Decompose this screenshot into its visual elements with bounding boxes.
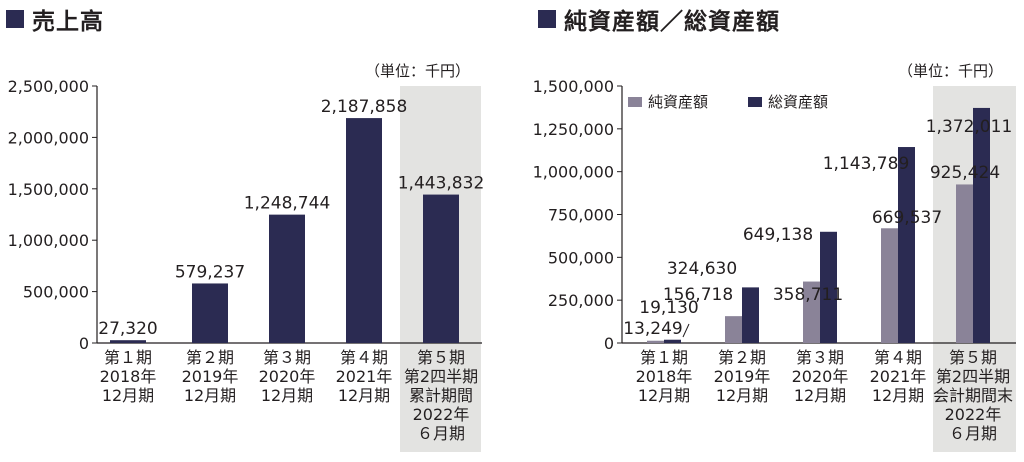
category-label: 12月期 [102, 386, 154, 405]
legend-swatch [628, 97, 642, 107]
y-tick-label: 500,000 [548, 248, 614, 267]
unit-label: （単位：千円） [898, 62, 1003, 80]
net-assets-bar [725, 316, 742, 343]
data-label-net: 358,711 [773, 285, 843, 305]
legend-label: 総資産額 [768, 93, 828, 111]
y-tick-label: 1,500,000 [8, 180, 89, 199]
sales-bar [346, 118, 382, 343]
category-label: 2021年 [870, 367, 927, 386]
total-assets-bar [820, 231, 837, 343]
y-tick-label: 1,250,000 [533, 120, 614, 139]
category-label: 第４期 [874, 348, 922, 367]
data-label: 579,237 [175, 262, 245, 282]
category-label: 第５期 [949, 348, 997, 367]
category-label: 第2四半期 [404, 367, 478, 386]
y-tick-label: 750,000 [548, 206, 614, 225]
data-label-net: 925,424 [930, 163, 1000, 183]
unit-label: （単位：千円） [365, 62, 470, 80]
category-label: 2022年 [413, 405, 470, 424]
category-label: 第１期 [640, 348, 688, 367]
data-label-total: 1,372,011 [926, 117, 1013, 137]
category-label: 第３期 [263, 348, 311, 367]
data-label-net: 669,537 [872, 208, 942, 228]
sales-bar [269, 214, 305, 343]
sales-bar [192, 283, 228, 343]
category-label: 2019年 [182, 367, 239, 386]
legend-label: 純資産額 [648, 93, 708, 111]
data-label-total: 649,138 [743, 225, 813, 245]
category-label: 第２期 [186, 348, 234, 367]
category-label: ６月期 [949, 424, 997, 443]
y-tick-label: 0 [604, 334, 614, 353]
y-tick-label: 250,000 [548, 291, 614, 310]
category-label: 第2四半期 [936, 367, 1010, 386]
category-label: 12月期 [872, 386, 924, 405]
y-tick-label: 500,000 [23, 283, 89, 302]
data-label-net: 156,718 [663, 285, 733, 305]
category-label: ６月期 [417, 424, 465, 443]
category-label: 第２期 [718, 348, 766, 367]
title-square-icon [6, 10, 24, 28]
assets-chart-title: 純資産額／総資産額 [538, 2, 780, 36]
net-assets-bar [803, 281, 820, 343]
net-assets-bar [881, 228, 898, 343]
category-label: 2018年 [100, 367, 157, 386]
total-assets-bar [742, 287, 759, 343]
category-label: 12月期 [261, 386, 313, 405]
data-label-total: 19,130 [639, 298, 698, 318]
category-label: 2020年 [259, 367, 316, 386]
sales-bar [423, 194, 459, 343]
y-tick-label: 2,000,000 [8, 128, 89, 147]
data-label-total: 324,630 [667, 259, 737, 279]
data-label: 1,443,832 [398, 174, 485, 194]
sales-chart-title: 売上高 [6, 2, 104, 36]
sales-chart-title-text: 売上高 [32, 9, 104, 35]
y-tick-label: 1,000,000 [8, 231, 89, 250]
y-tick-label: 1,500,000 [533, 77, 614, 96]
category-label: 第１期 [104, 348, 152, 367]
category-label: 2020年 [792, 367, 849, 386]
leader-line [682, 323, 690, 338]
y-tick-label: 1,000,000 [533, 163, 614, 182]
category-label: 2021年 [336, 367, 393, 386]
data-label: 2,187,858 [321, 97, 408, 117]
total-assets-bar [898, 147, 915, 343]
category-label: 累計期間 [409, 386, 473, 405]
sales-bar [110, 340, 146, 343]
category-label: 第３期 [796, 348, 844, 367]
category-label: 12月期 [184, 386, 236, 405]
category-label: 12月期 [338, 386, 390, 405]
category-label: 12月期 [794, 386, 846, 405]
data-label: 27,320 [98, 319, 157, 339]
assets-chart-title-text: 純資産額／総資産額 [564, 9, 780, 35]
legend-swatch [748, 97, 762, 107]
total-assets-bar [664, 339, 681, 343]
title-square-icon [538, 10, 556, 28]
category-label: 第４期 [340, 348, 388, 367]
category-label: 2019年 [714, 367, 771, 386]
category-label: 会計期間末 [933, 386, 1013, 405]
data-label-net: 13,249 [623, 319, 682, 339]
data-label-total: 1,143,789 [823, 154, 910, 174]
net-assets-bar [647, 340, 664, 343]
category-label: 2018年 [636, 367, 693, 386]
category-label: 12月期 [638, 386, 690, 405]
data-label: 1,248,744 [244, 194, 331, 214]
net-assets-bar [956, 184, 973, 343]
total-assets-bar [973, 107, 990, 344]
category-label: 2022年 [945, 405, 1002, 424]
category-label: 第５期 [417, 348, 465, 367]
y-tick-label: 0 [79, 334, 89, 353]
category-label: 12月期 [716, 386, 768, 405]
y-tick-label: 2,500,000 [8, 77, 89, 96]
